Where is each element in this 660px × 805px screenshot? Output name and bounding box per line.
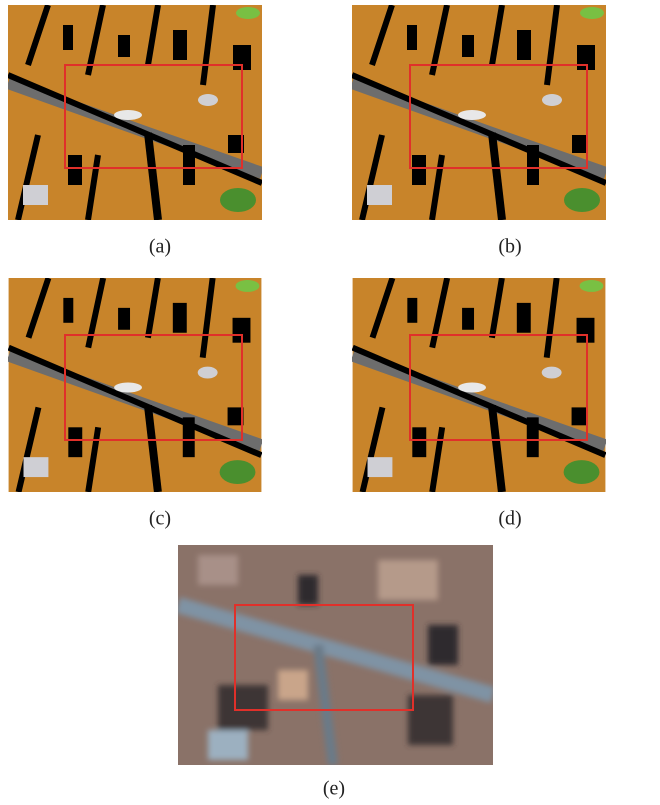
panel-label: (d) xyxy=(498,508,521,530)
panel-c: (c) xyxy=(9,278,262,530)
panel-label: (a) xyxy=(149,236,171,258)
panel-label: (c) xyxy=(149,508,171,530)
panel-a: (a) xyxy=(8,5,262,258)
panel-e: (e) xyxy=(178,545,493,800)
panel-label: (b) xyxy=(498,236,521,258)
panel-d: (d) xyxy=(353,278,606,530)
panel-label: (e) xyxy=(323,778,345,800)
figure: (a) (b) (c) (d) xyxy=(0,0,660,805)
panel-b: (b) xyxy=(352,5,606,258)
